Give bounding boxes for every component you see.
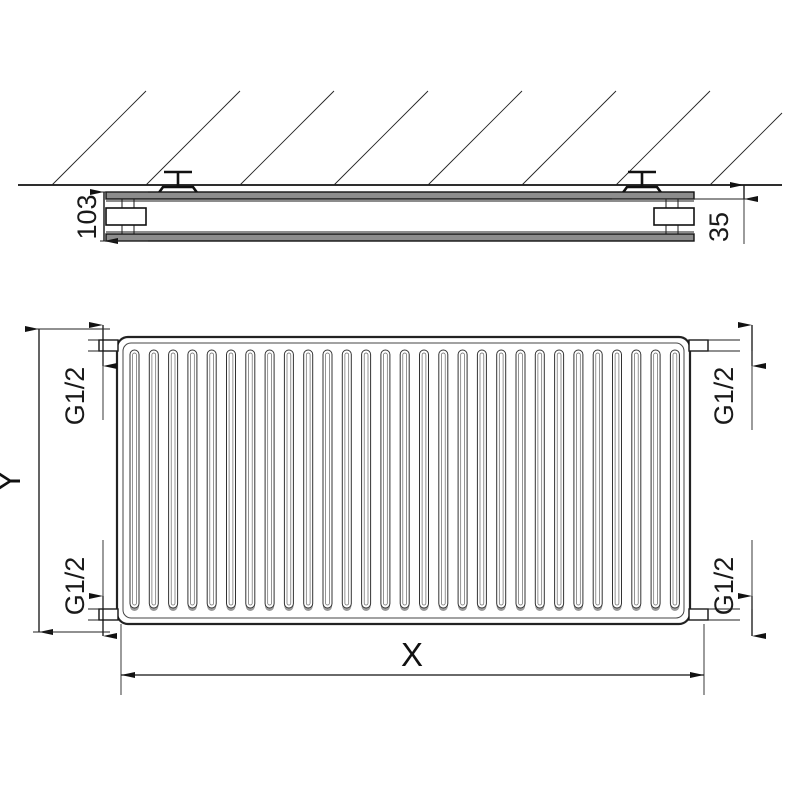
height-dimension: Y bbox=[0, 326, 110, 635]
port-label-bottom-left: G1/2 bbox=[60, 557, 90, 616]
wall-gap-dimension-label: 35 bbox=[704, 212, 734, 242]
side-section-view: 103 35 bbox=[18, 90, 783, 244]
width-dimension-label: X bbox=[401, 636, 423, 673]
port-dimension-bottom-left: G1/2 bbox=[60, 540, 117, 639]
depth-dimension-label: 103 bbox=[72, 194, 102, 239]
depth-dimension: 103 bbox=[72, 189, 148, 244]
connector-nipple-left bbox=[105, 207, 147, 226]
height-dimension-label: Y bbox=[0, 470, 27, 492]
width-dimension: X bbox=[120, 624, 705, 695]
port-dimension-top-right: G1/2 bbox=[709, 322, 766, 430]
port-label-top-right: G1/2 bbox=[709, 367, 739, 426]
port-dimension-bottom-right: G1/2 bbox=[709, 540, 766, 639]
connector-nipple-right bbox=[653, 207, 695, 226]
port-stub-top-right bbox=[688, 339, 740, 352]
radiator-fins bbox=[129, 349, 680, 611]
wall-hatching bbox=[51, 90, 783, 186]
port-label-bottom-right: G1/2 bbox=[709, 557, 739, 616]
front-elevation-view: G1/2 G1/2 G1/2 G1/2 bbox=[0, 322, 766, 695]
port-stub-bottom-right bbox=[688, 608, 740, 621]
port-dimension-top-left: G1/2 bbox=[60, 322, 117, 426]
port-label-top-left: G1/2 bbox=[60, 367, 90, 426]
wall-gap-dimension: 35 bbox=[612, 182, 758, 244]
